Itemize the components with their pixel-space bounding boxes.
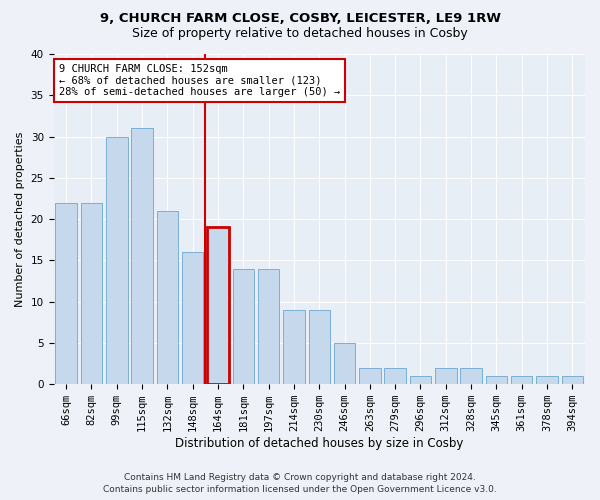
Bar: [308, 310, 330, 384]
Text: Size of property relative to detached houses in Cosby: Size of property relative to detached ho…: [132, 28, 468, 40]
Bar: [258, 268, 280, 384]
Bar: [283, 310, 305, 384]
Bar: [536, 376, 558, 384]
Bar: [435, 368, 457, 384]
Bar: [106, 136, 128, 384]
Bar: [359, 368, 380, 384]
Bar: [81, 202, 102, 384]
Bar: [207, 228, 229, 384]
Bar: [334, 343, 355, 384]
Bar: [562, 376, 583, 384]
Bar: [485, 376, 507, 384]
Bar: [131, 128, 153, 384]
Bar: [233, 268, 254, 384]
Bar: [460, 368, 482, 384]
Bar: [511, 376, 532, 384]
Bar: [182, 252, 203, 384]
Bar: [55, 202, 77, 384]
Y-axis label: Number of detached properties: Number of detached properties: [15, 132, 25, 307]
Text: 9 CHURCH FARM CLOSE: 152sqm
← 68% of detached houses are smaller (123)
28% of se: 9 CHURCH FARM CLOSE: 152sqm ← 68% of det…: [59, 64, 340, 97]
Bar: [385, 368, 406, 384]
X-axis label: Distribution of detached houses by size in Cosby: Distribution of detached houses by size …: [175, 437, 463, 450]
Bar: [157, 211, 178, 384]
Bar: [410, 376, 431, 384]
Text: Contains HM Land Registry data © Crown copyright and database right 2024.
Contai: Contains HM Land Registry data © Crown c…: [103, 472, 497, 494]
Text: 9, CHURCH FARM CLOSE, COSBY, LEICESTER, LE9 1RW: 9, CHURCH FARM CLOSE, COSBY, LEICESTER, …: [100, 12, 500, 26]
